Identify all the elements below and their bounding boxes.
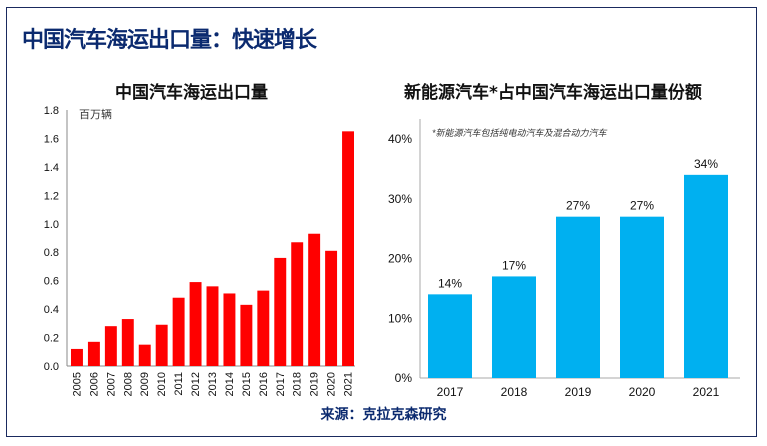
x-tick-label: 2020 (326, 372, 338, 396)
x-tick-label: 2011 (173, 372, 185, 396)
y-tick-label: 40% (388, 132, 412, 146)
y-tick-label: 1.6 (44, 133, 59, 145)
bar-2019 (556, 216, 600, 378)
y-tick-label: 1.2 (44, 190, 59, 202)
slide-title: 中国汽车海运出口量：快速增长 (22, 28, 317, 53)
y-tick-label: 30% (388, 192, 412, 206)
bar-2014 (223, 293, 236, 366)
y-tick-label: 0.6 (44, 276, 59, 288)
y-tick-label: 1.0 (44, 219, 59, 231)
x-tick-label: 2013 (207, 372, 219, 396)
y-tick-label: 1.4 (44, 162, 59, 174)
x-tick-label: 2006 (88, 372, 100, 396)
x-tick-label: 2021 (343, 372, 355, 396)
y-tick-label: 0.8 (44, 247, 59, 259)
x-tick-label: 2008 (122, 372, 134, 396)
slide-frame (6, 7, 757, 437)
y-tick-label: 0.4 (44, 304, 59, 316)
bar-2019 (308, 233, 321, 366)
bar-2013 (206, 286, 219, 366)
bar-2007 (104, 326, 117, 366)
x-tick-label: 2012 (190, 372, 202, 396)
data-label: 27% (566, 199, 590, 213)
data-label: 34% (694, 157, 718, 171)
right-chart-title: 新能源汽车*占中国汽车海运出口量份额 (404, 83, 702, 103)
x-tick-label: 2020 (629, 385, 656, 399)
y-tick-label: 10% (388, 311, 412, 325)
x-tick-label: 2015 (241, 372, 253, 396)
x-tick-label: 2014 (224, 372, 236, 396)
bar-2018 (492, 276, 536, 378)
x-tick-label: 2019 (309, 372, 321, 396)
bar-2010 (155, 324, 168, 366)
data-label: 17% (502, 258, 526, 272)
y-tick-label: 1.8 (44, 105, 59, 117)
footnote: *新能源汽车包括纯电动汽车及混合动力汽车 (432, 128, 608, 138)
bar-2021 (684, 174, 728, 378)
bar-2017 (274, 257, 287, 366)
bar-2018 (291, 242, 304, 366)
x-tick-label: 2017 (275, 372, 287, 396)
data-label: 27% (630, 199, 654, 213)
y-tick-label: 0.0 (44, 361, 59, 373)
x-tick-label: 2009 (139, 372, 151, 396)
x-tick-label: 2005 (71, 372, 83, 396)
bar-2005 (71, 348, 83, 366)
x-tick-label: 2018 (501, 385, 528, 399)
bar-2011 (172, 297, 185, 366)
x-tick-label: 2018 (292, 372, 304, 396)
y-axis-unit: 百万辆 (79, 107, 112, 121)
bar-2017 (428, 294, 472, 378)
bar-2012 (189, 282, 202, 366)
bar-2020 (325, 250, 338, 366)
y-tick-label: 0.2 (44, 333, 59, 345)
x-tick-label: 2010 (156, 372, 168, 396)
source-note: 来源：克拉克森研究 (320, 407, 447, 423)
bar-2016 (257, 290, 270, 366)
bar-2009 (138, 344, 151, 366)
y-tick-label: 20% (388, 252, 412, 266)
data-label: 14% (438, 276, 462, 290)
bar-2021 (342, 131, 354, 366)
x-tick-label: 2021 (693, 385, 720, 399)
x-tick-label: 2016 (258, 372, 270, 396)
x-tick-label: 2017 (437, 385, 464, 399)
y-tick-label: 0% (395, 371, 413, 385)
bar-2006 (87, 341, 100, 366)
bar-2020 (620, 216, 664, 378)
left-chart-title: 中国汽车海运出口量 (115, 83, 268, 103)
bar-2015 (240, 304, 253, 366)
x-tick-label: 2019 (565, 385, 592, 399)
x-tick-label: 2007 (105, 372, 117, 396)
bar-2008 (121, 319, 134, 366)
